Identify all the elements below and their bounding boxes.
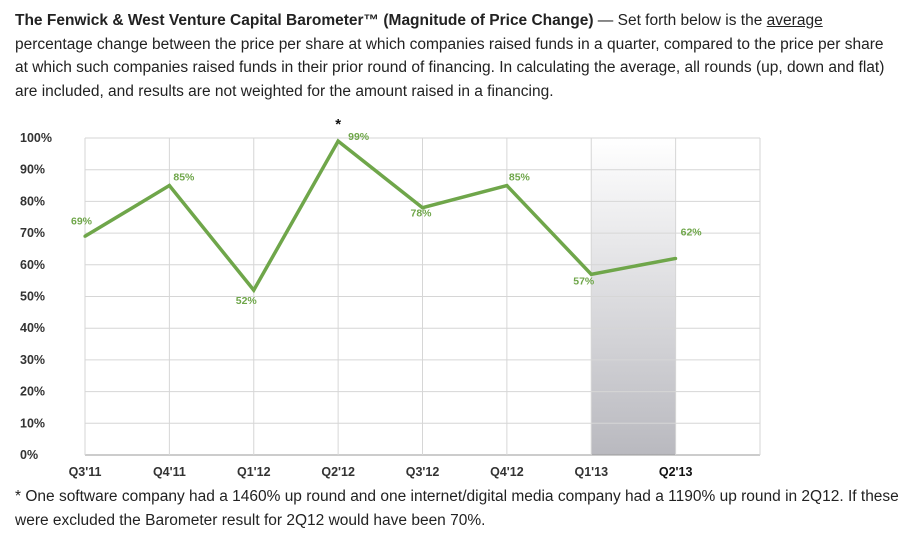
footnote: * One software company had a 1460% up ro… — [15, 488, 899, 529]
chart-container: 0% 10% 20% 30% 40% 50% 60% 70% 80% 90% 100% Q3'11 Q… — [0, 118, 915, 483]
intro-rest: percentage change between the price per … — [15, 35, 885, 100]
data-point — [505, 183, 509, 188]
data-label: 52% — [236, 295, 258, 307]
y-tick-label: 40% — [20, 321, 45, 335]
data-point — [167, 183, 171, 188]
x-tick-label: Q4'12 — [490, 465, 524, 479]
data-point — [420, 206, 425, 210]
data-label: 62% — [681, 226, 703, 238]
line-chart: 0% 10% 20% 30% 40% 50% 60% 70% 80% 90% 100% Q3'11 Q… — [20, 118, 761, 479]
data-label: 78% — [411, 208, 433, 220]
y-tick-label: 10% — [20, 416, 45, 430]
y-tick-label: 0% — [20, 448, 38, 462]
data-label: 85% — [173, 172, 195, 184]
y-tick-label: 50% — [20, 290, 45, 304]
x-tick-label: Q1'12 — [237, 465, 271, 479]
y-tick-label: 20% — [20, 385, 45, 399]
x-tick-label: Q1'13 — [574, 465, 608, 479]
data-label: 69% — [71, 215, 93, 227]
x-tick-label: Q4'11 — [153, 465, 186, 479]
x-tick-label: Q2'13 — [659, 465, 693, 479]
y-tick-label: 70% — [20, 226, 45, 240]
x-tick-label: Q3'11 — [69, 465, 102, 479]
intro-lead: The Fenwick & West Venture Capital Barom… — [15, 12, 594, 29]
data-point — [336, 139, 340, 143]
intro-paragraph: The Fenwick & West Venture Capital Barom… — [15, 9, 900, 103]
y-tick-label: 100% — [20, 131, 52, 145]
series-line — [84, 138, 676, 294]
x-tick-label: Q2'12 — [321, 465, 355, 479]
intro-underlined: average — [766, 12, 823, 29]
annotation-asterisk: * — [335, 118, 341, 133]
y-tick-label: 80% — [20, 194, 45, 208]
y-tick-label: 30% — [20, 353, 45, 367]
intro-dash: — Set forth below is the — [593, 12, 767, 29]
data-label: 85% — [509, 172, 531, 184]
data-label: 57% — [573, 275, 595, 287]
y-tick-label: 90% — [20, 163, 45, 177]
y-tick-label: 60% — [20, 258, 45, 272]
data-label: 99% — [348, 131, 370, 143]
x-tick-label: Q3'12 — [406, 465, 440, 479]
data-point — [674, 256, 678, 261]
data-point — [83, 234, 87, 238]
data-point — [589, 272, 593, 276]
data-point — [252, 288, 256, 292]
